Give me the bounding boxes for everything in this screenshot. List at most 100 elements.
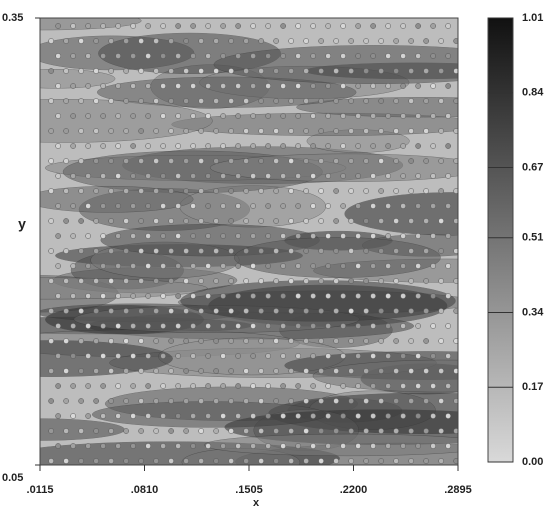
field-dot — [393, 428, 399, 434]
field-dot — [415, 323, 421, 329]
field-dot — [63, 158, 69, 164]
field-dot — [108, 128, 114, 134]
field-dot — [445, 113, 451, 119]
field-dot — [55, 293, 61, 299]
field-dot — [318, 188, 324, 194]
field-dot — [115, 53, 121, 59]
field-dot — [295, 203, 301, 209]
field-dot — [295, 383, 301, 389]
field-dot — [423, 338, 429, 344]
colorbar-tick-label: 0.00 — [522, 456, 543, 468]
field-dot — [445, 383, 451, 389]
field-dot — [85, 143, 91, 149]
field-dot — [445, 413, 451, 419]
field-dot — [423, 308, 429, 314]
field-dot — [93, 338, 99, 344]
field-dot — [183, 398, 189, 404]
field-dot — [153, 248, 159, 254]
field-dot — [190, 53, 196, 59]
field-dot — [370, 23, 376, 29]
field-dot — [183, 38, 189, 44]
field-dot — [273, 98, 279, 104]
field-dot — [280, 203, 286, 209]
field-dot — [273, 308, 279, 314]
field-dot — [453, 68, 458, 74]
field-dot — [153, 308, 159, 314]
field-dot — [115, 353, 121, 359]
field-dot — [363, 218, 369, 224]
field-dot — [325, 323, 331, 329]
field-dot — [288, 128, 294, 134]
field-dot — [145, 323, 151, 329]
field-dot — [138, 128, 144, 134]
field-dot — [220, 83, 226, 89]
field-dot — [198, 128, 204, 134]
field-dot — [415, 413, 421, 419]
field-dot — [70, 443, 76, 449]
field-dot — [145, 53, 151, 59]
field-dot — [348, 428, 354, 434]
field-dot — [93, 458, 99, 464]
field-blob — [40, 18, 142, 31]
field-dot — [213, 128, 219, 134]
field-dot — [288, 368, 294, 374]
field-dot — [85, 353, 91, 359]
field-dot — [273, 458, 279, 464]
field-dot — [213, 38, 219, 44]
field-dot — [340, 203, 346, 209]
field-dot — [190, 293, 196, 299]
field-dot — [258, 458, 264, 464]
field-dot — [153, 428, 159, 434]
field-dot — [228, 278, 234, 284]
field-dot — [445, 83, 451, 89]
field-dot — [385, 353, 391, 359]
field-dot — [153, 38, 159, 44]
field-dot — [453, 128, 458, 134]
field-dot — [258, 398, 264, 404]
field-dot — [385, 293, 391, 299]
field-dot — [63, 128, 69, 134]
field-dot — [228, 248, 234, 254]
field-dot — [310, 293, 316, 299]
field-dot — [100, 353, 106, 359]
field-dot — [303, 188, 309, 194]
field-dot — [318, 458, 324, 464]
field-dot — [370, 413, 376, 419]
field-dot — [130, 263, 136, 269]
field-dot — [310, 383, 316, 389]
field-dot — [130, 173, 136, 179]
field-dot — [453, 458, 458, 464]
field-dot — [213, 338, 219, 344]
field-dot — [168, 68, 174, 74]
field-dot — [415, 233, 421, 239]
field-dot — [378, 398, 384, 404]
field-dot — [250, 383, 256, 389]
field-dot — [295, 233, 301, 239]
field-dot — [123, 218, 129, 224]
field-dot — [408, 458, 414, 464]
field-dot — [183, 218, 189, 224]
field-dot — [318, 368, 324, 374]
field-dot — [115, 113, 121, 119]
field-dot — [325, 293, 331, 299]
field-dot — [108, 188, 114, 194]
field-dot — [138, 308, 144, 314]
field-dot — [325, 263, 331, 269]
field-dot — [190, 83, 196, 89]
field-dot — [243, 218, 249, 224]
field-dot — [198, 158, 204, 164]
field-dot — [453, 278, 458, 284]
field-dot — [288, 278, 294, 284]
field-dot — [333, 398, 339, 404]
field-blob — [180, 280, 456, 322]
field-dot — [160, 23, 166, 29]
field-dot — [100, 143, 106, 149]
field-dot — [318, 218, 324, 224]
field-dot — [183, 368, 189, 374]
field-dot — [213, 158, 219, 164]
field-dot — [273, 68, 279, 74]
field-dot — [243, 248, 249, 254]
field-dot — [228, 38, 234, 44]
field-dot — [430, 143, 436, 149]
field-dot — [63, 248, 69, 254]
